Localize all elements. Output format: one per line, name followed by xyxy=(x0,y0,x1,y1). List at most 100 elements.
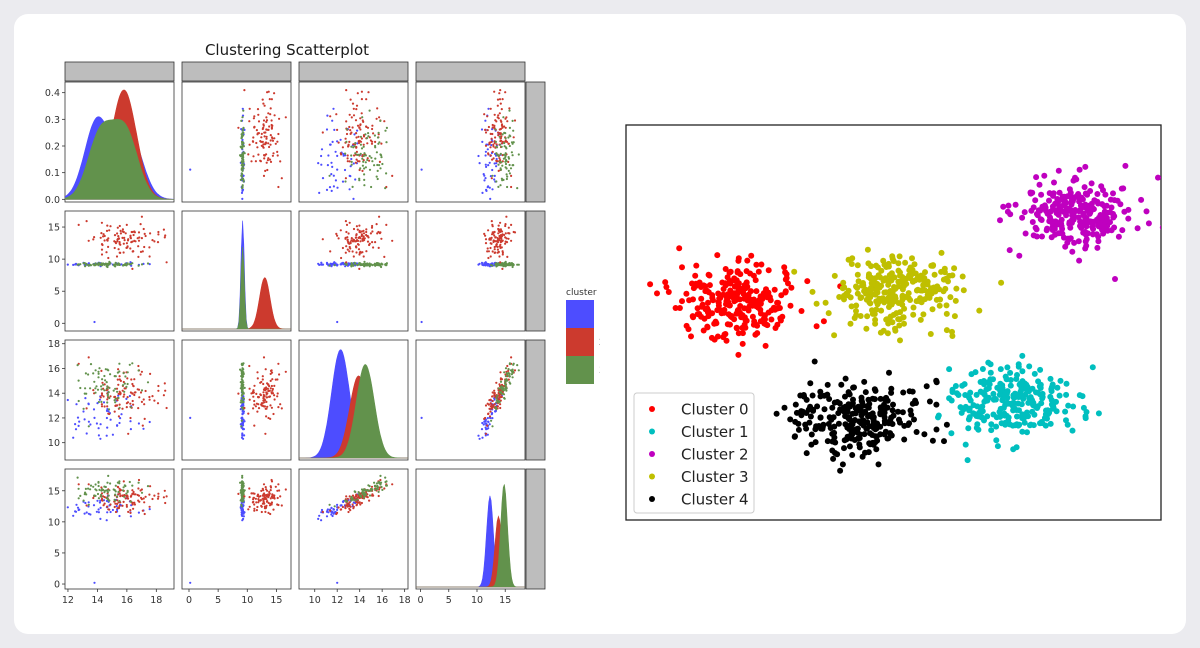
scatter-point xyxy=(262,119,266,122)
scatter-point xyxy=(118,224,121,228)
scatter-point xyxy=(345,223,349,226)
scatter-point xyxy=(129,428,132,431)
scatter-point xyxy=(484,263,487,266)
scatter-point xyxy=(257,153,260,156)
scatter-point xyxy=(496,153,499,156)
point-cluster-3 xyxy=(947,294,954,301)
scatter-point xyxy=(247,153,250,156)
scatter-point xyxy=(105,387,108,390)
scatter-point xyxy=(87,501,90,504)
scatter-point xyxy=(379,474,382,477)
facet-panel xyxy=(415,81,526,203)
point-cluster-0 xyxy=(706,272,713,279)
scatter-point xyxy=(491,150,494,153)
scatter-point xyxy=(129,500,132,503)
scatter-point xyxy=(504,154,507,157)
scatter-point xyxy=(277,132,280,136)
scatter-point xyxy=(243,406,246,410)
scatter-point xyxy=(76,416,80,419)
scatter-point xyxy=(134,240,137,243)
scatter-point xyxy=(493,230,496,234)
scatter-point xyxy=(348,113,351,116)
scatter-point xyxy=(77,399,80,403)
scatter-point xyxy=(241,494,244,497)
scatter-point xyxy=(348,203,350,205)
scatter-point xyxy=(363,237,366,240)
scatter-point xyxy=(499,380,503,383)
scatter-point xyxy=(240,394,243,397)
scatter-point xyxy=(148,398,151,401)
scatter-point xyxy=(351,185,354,188)
point-cluster-1 xyxy=(1029,385,1036,392)
facet-panel xyxy=(181,81,292,203)
point-cluster-3 xyxy=(853,308,859,314)
scatter-point xyxy=(280,504,283,507)
scatter-point xyxy=(248,398,251,401)
scatter-point xyxy=(330,513,333,516)
point-cluster-0 xyxy=(665,289,672,295)
scatter-point xyxy=(93,236,96,239)
point-cluster-0 xyxy=(753,288,760,295)
scatter-point xyxy=(140,389,144,392)
point-cluster-1 xyxy=(1009,403,1016,409)
scatter-point xyxy=(371,124,374,127)
scatter-point xyxy=(266,382,269,385)
scatter-point xyxy=(360,90,363,93)
point-cluster-0 xyxy=(766,294,773,300)
scatter-point xyxy=(164,501,167,505)
scatter-point xyxy=(368,155,371,158)
scatter-point xyxy=(269,160,273,163)
scatter-point xyxy=(129,511,132,514)
scatter-point xyxy=(326,509,329,512)
scatter-point xyxy=(92,238,95,241)
scatter-point xyxy=(242,499,245,502)
scatter-point xyxy=(352,255,355,258)
point-cluster-3 xyxy=(886,272,893,279)
scatter-point xyxy=(139,223,142,226)
point-cluster-0 xyxy=(755,304,762,311)
scatter-point xyxy=(106,498,109,501)
scatter-point xyxy=(118,406,121,409)
point-cluster-1 xyxy=(1056,392,1063,399)
scatter-point xyxy=(241,197,244,200)
point-cluster-4 xyxy=(855,404,862,410)
scatter-point xyxy=(119,251,122,254)
facet-panel xyxy=(181,339,292,461)
point-cluster-0 xyxy=(781,264,788,271)
point-cluster-2 xyxy=(1063,199,1070,206)
point-cluster-2 xyxy=(1027,190,1034,197)
point-cluster-1 xyxy=(1063,380,1070,387)
scatter-point xyxy=(504,223,507,226)
scatter-point xyxy=(507,157,511,160)
scatter-point xyxy=(359,128,362,131)
point-cluster-1 xyxy=(1041,415,1048,421)
scatter-point xyxy=(113,410,116,413)
point-cluster-2 xyxy=(1134,225,1141,232)
scatter-point xyxy=(364,166,367,169)
scatter-point xyxy=(359,237,362,240)
scatter-point xyxy=(276,503,279,506)
scatter-point xyxy=(481,191,484,194)
density-series-3 xyxy=(65,118,174,200)
scatter-point xyxy=(77,223,80,226)
scatter-point xyxy=(342,263,345,266)
facet-content xyxy=(182,220,291,330)
scatter-point xyxy=(377,481,380,484)
scatter-point xyxy=(106,481,109,484)
scatter-point xyxy=(378,164,381,167)
scatter-point xyxy=(385,172,388,175)
scatter-point xyxy=(279,403,282,406)
scatter-point xyxy=(333,128,336,131)
x-tick-label: 16 xyxy=(376,595,388,606)
scatter-point xyxy=(241,474,244,477)
point-cluster-0 xyxy=(716,295,723,302)
scatter-point xyxy=(361,169,364,172)
scatter-point xyxy=(486,129,489,132)
point-cluster-1 xyxy=(955,392,962,398)
scatter-point xyxy=(499,89,502,92)
point-cluster-1 xyxy=(979,366,986,372)
point-cluster-2 xyxy=(1056,189,1063,196)
scatter-point xyxy=(496,264,499,267)
scatter-point xyxy=(506,364,509,368)
